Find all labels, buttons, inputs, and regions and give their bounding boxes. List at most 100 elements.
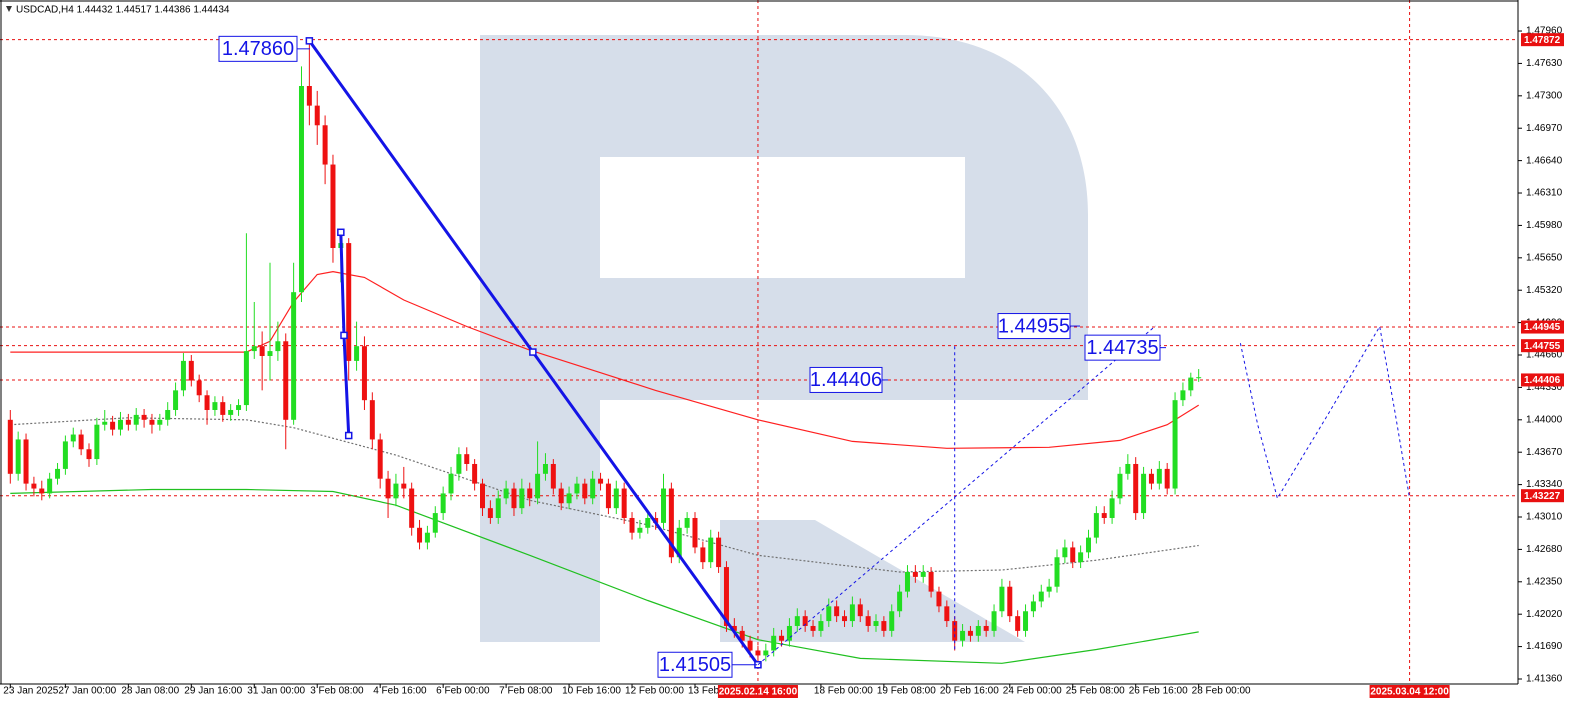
candle-body	[967, 630, 973, 636]
candle-body	[188, 360, 194, 381]
candle-body	[243, 351, 249, 406]
candle-body	[881, 621, 887, 631]
candle-body	[527, 488, 533, 499]
candle-body	[440, 493, 446, 514]
y-tick-label: 1.43340	[1526, 479, 1563, 490]
candle-body	[23, 439, 29, 484]
level-label: 1.44945	[1524, 322, 1561, 333]
candle-body	[904, 571, 910, 592]
x-tick-label: 12 Feb 00:00	[625, 686, 684, 697]
candle-body	[487, 508, 493, 518]
candle-body	[920, 571, 926, 577]
candle-body	[708, 537, 714, 563]
candle-body	[133, 414, 139, 425]
candle-body	[1030, 601, 1036, 612]
candle-body	[1172, 400, 1178, 489]
x-tick-label: 19 Feb 08:00	[877, 686, 936, 697]
candle-body	[739, 630, 745, 641]
candle-body	[15, 439, 21, 474]
wave-point	[305, 37, 314, 45]
y-tick-label: 1.47630	[1526, 58, 1563, 69]
level-label: 1.43227	[1524, 491, 1561, 502]
candle-body	[574, 483, 580, 494]
y-tick-label: 1.42680	[1526, 544, 1563, 555]
time-marker-tag	[717, 685, 798, 698]
candle-body	[1156, 468, 1162, 484]
annotation-box	[809, 366, 883, 393]
level-tag	[1521, 489, 1564, 503]
candle-body	[1078, 552, 1084, 563]
candle-body	[755, 650, 761, 656]
y-tick-label: 1.46640	[1526, 155, 1563, 166]
candle-body	[842, 616, 848, 622]
y-tick-label: 1.46310	[1526, 188, 1563, 199]
candle-body	[999, 586, 1005, 612]
symbol-icon	[6, 6, 12, 12]
candle-body	[298, 86, 304, 293]
candle-body	[723, 567, 729, 626]
x-tick-label: 6 Feb 00:00	[436, 686, 490, 697]
y-tick-label: 1.45980	[1526, 220, 1563, 231]
candle-body	[857, 604, 863, 617]
candle-body	[692, 517, 698, 548]
candle-body	[1180, 390, 1186, 401]
y-tick-label: 1.41690	[1526, 641, 1563, 652]
candle-body	[385, 478, 391, 499]
candle-body	[503, 488, 509, 499]
candle-body	[236, 405, 242, 410]
candle-body	[7, 419, 13, 474]
level-label: 1.44755	[1524, 341, 1561, 352]
x-tick-label: 31 Jan 00:00	[247, 686, 305, 697]
level-label: 1.44406	[1524, 375, 1561, 386]
candle-body	[1085, 537, 1091, 553]
candle-body	[102, 421, 108, 425]
annotation-box	[1084, 334, 1161, 361]
annotation-box	[657, 651, 733, 678]
candle-body	[550, 463, 556, 489]
candle-body	[582, 483, 588, 499]
candle-body	[377, 439, 383, 479]
level-label: 1.47872	[1524, 35, 1561, 46]
candle-body	[621, 488, 627, 518]
candle-body	[55, 468, 61, 479]
candle-body	[464, 454, 470, 464]
time-marker-tag	[1369, 685, 1450, 698]
candle-body	[259, 346, 265, 356]
annotation-label: 1.44735	[1086, 337, 1158, 359]
candle-body	[141, 414, 147, 420]
watermark-r	[480, 35, 1088, 642]
x-tick-label: 28 Feb 00:00	[1192, 686, 1251, 697]
candle-body	[731, 625, 737, 631]
x-tick-label: 10 Feb 16:00	[562, 686, 621, 697]
candle-body	[1117, 473, 1123, 499]
candle-body	[834, 606, 840, 617]
candle-body	[558, 488, 564, 504]
y-tick-label: 1.44000	[1526, 414, 1563, 425]
candle-body	[598, 478, 604, 484]
candle-body	[511, 488, 517, 509]
level-tag	[1521, 320, 1564, 334]
candle-body	[1046, 586, 1052, 592]
x-tick-label: 25 Feb 08:00	[1066, 686, 1125, 697]
candle-body	[157, 419, 163, 425]
level-tag	[1521, 339, 1564, 353]
x-tick-label: 27 Jan 00:00	[58, 686, 116, 697]
level-tag	[1521, 33, 1564, 47]
annotation-label: 1.41505	[659, 654, 731, 676]
candle-body	[251, 346, 257, 352]
candle-body	[86, 449, 92, 460]
y-tick-label: 1.46970	[1526, 123, 1563, 134]
time-marker-label: 2025.02.14 16:00	[719, 687, 798, 698]
x-tick-label: 4 Feb 16:00	[373, 686, 427, 697]
candle-body	[39, 488, 45, 494]
x-tick-label: 3 Feb 08:00	[310, 686, 364, 697]
candle-body	[1093, 513, 1099, 538]
x-tick-label: 28 Jan 08:00	[121, 686, 179, 697]
candle-body	[275, 341, 281, 352]
chart-title: USDCAD,H4 1.44432 1.44517 1.44386 1.4443…	[16, 5, 230, 16]
candle-body	[542, 463, 548, 474]
candle-body	[1148, 473, 1154, 484]
wave-point	[337, 228, 345, 237]
candle-body	[480, 483, 485, 509]
